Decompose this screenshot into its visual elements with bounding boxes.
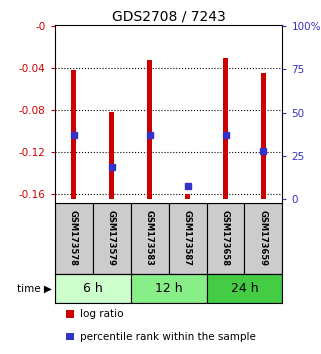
Bar — [55, 202, 92, 274]
Text: 12 h: 12 h — [155, 282, 182, 295]
Text: time ▶: time ▶ — [17, 284, 52, 293]
Text: log ratio: log ratio — [80, 309, 123, 319]
Bar — [185, 194, 190, 200]
Text: 24 h: 24 h — [231, 282, 258, 295]
Bar — [66, 333, 74, 341]
Bar — [109, 112, 114, 200]
Bar — [147, 59, 152, 200]
Bar — [206, 274, 282, 303]
Bar — [206, 202, 245, 274]
Text: GSM173658: GSM173658 — [221, 210, 230, 266]
Bar — [261, 73, 266, 200]
Text: GSM173579: GSM173579 — [107, 210, 116, 266]
Text: GSM173587: GSM173587 — [183, 210, 192, 266]
Bar — [131, 202, 169, 274]
Bar — [55, 274, 131, 303]
Text: GSM173659: GSM173659 — [259, 210, 268, 266]
Bar — [169, 202, 206, 274]
Text: GSM173578: GSM173578 — [69, 210, 78, 266]
Bar — [66, 310, 74, 318]
Text: 6 h: 6 h — [83, 282, 102, 295]
Bar — [92, 202, 131, 274]
Bar — [223, 58, 228, 200]
Text: GSM173583: GSM173583 — [145, 210, 154, 266]
Text: percentile rank within the sample: percentile rank within the sample — [80, 332, 256, 342]
Bar — [131, 274, 206, 303]
Bar — [245, 202, 282, 274]
Title: GDS2708 / 7243: GDS2708 / 7243 — [112, 10, 225, 24]
Bar — [71, 70, 76, 200]
